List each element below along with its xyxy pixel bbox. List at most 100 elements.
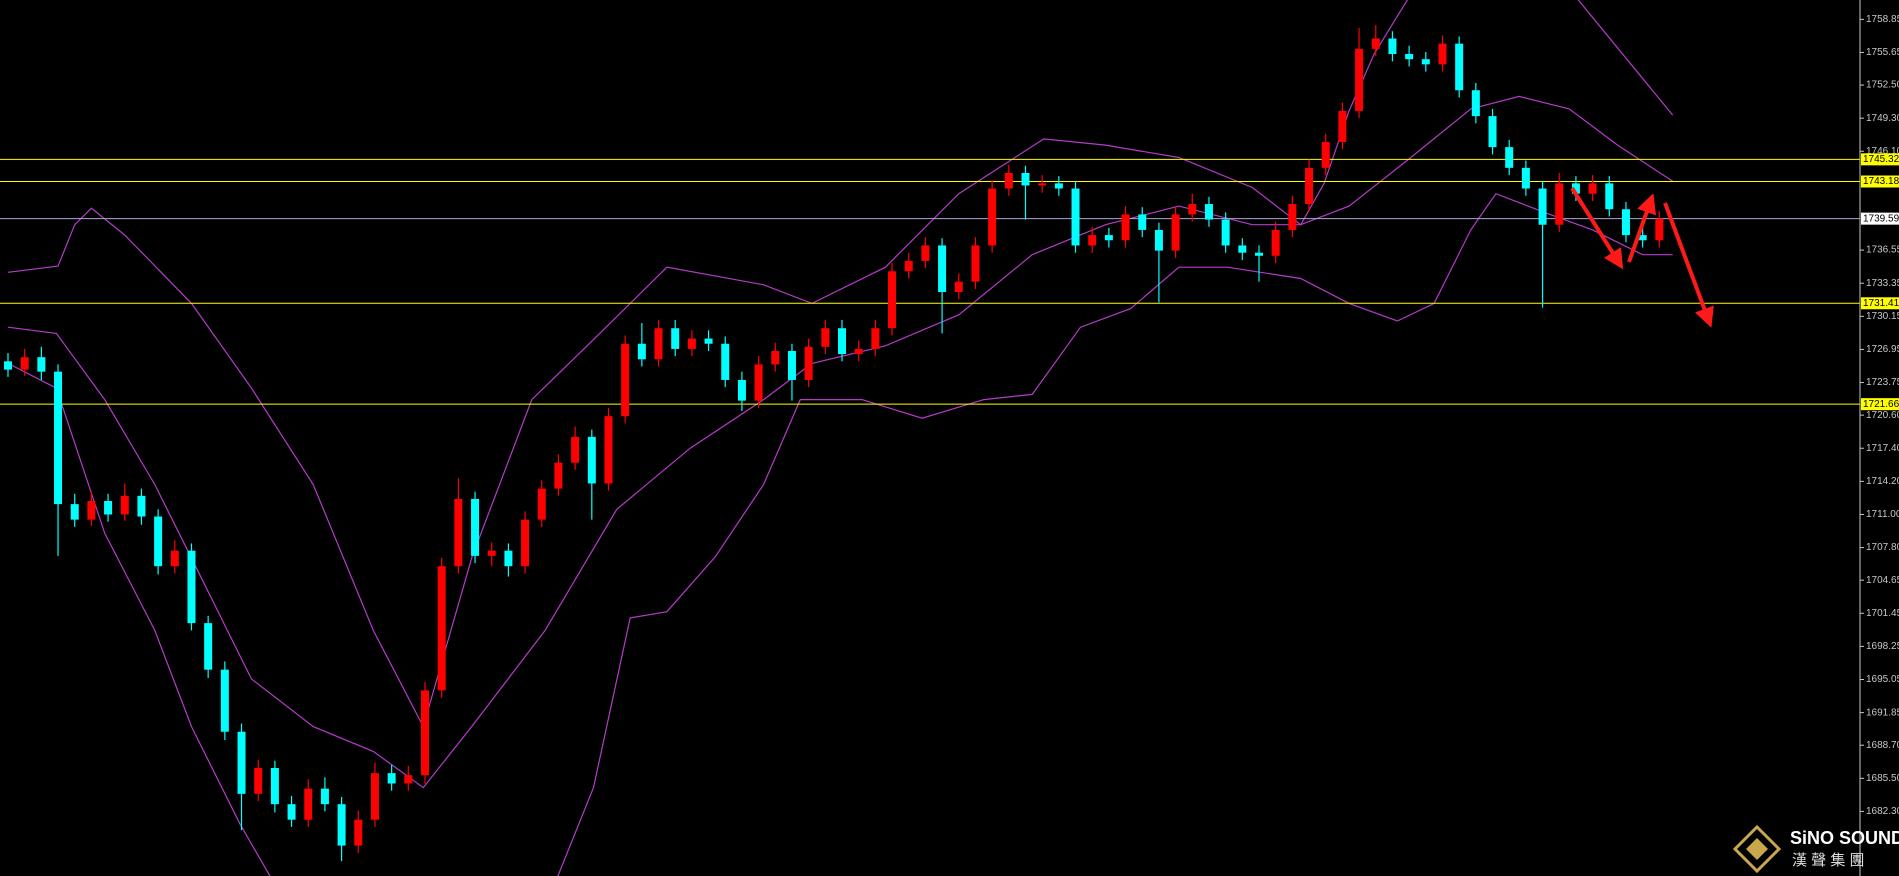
candle-body: [1405, 54, 1414, 60]
logo: SiNO SOUND 漢 聲 集 團: [1732, 824, 1899, 874]
candle-body: [237, 731, 246, 794]
candle-body: [1321, 141, 1330, 168]
candle-body: [170, 550, 179, 567]
y-tick-label: 1691.85: [1866, 707, 1899, 718]
candle-body: [737, 379, 746, 401]
candle-body: [904, 260, 913, 272]
candle-body: [421, 690, 429, 776]
candle-body: [187, 550, 196, 624]
candle-body: [1555, 183, 1564, 225]
y-tick-label: 1736.55: [1866, 245, 1899, 256]
candle-body: [1138, 214, 1147, 230]
candle-body: [1038, 183, 1047, 186]
candle-body: [487, 550, 496, 556]
price-label: 1721.66: [1863, 399, 1899, 410]
candle-body: [571, 436, 580, 463]
candle-body: [87, 501, 96, 520]
candle-body: [1021, 173, 1030, 186]
y-tick-label: 1726.95: [1866, 344, 1899, 355]
logo-icon: [1732, 824, 1782, 874]
candle-body: [337, 804, 346, 846]
candle-body: [354, 819, 363, 846]
candle-body: [1071, 188, 1080, 246]
candle-body: [320, 788, 329, 805]
y-tick-label: 1704.65: [1866, 575, 1899, 586]
y-tick-label: 1755.65: [1866, 47, 1899, 58]
candle-body: [804, 346, 813, 380]
candle-body: [137, 495, 146, 517]
price-label-box: [1861, 175, 1899, 188]
candle-body: [70, 504, 79, 520]
candle-body: [1171, 214, 1180, 251]
candle-body: [521, 519, 530, 567]
candle-body: [254, 767, 263, 794]
candle-body: [1588, 183, 1597, 194]
y-tick-label: 1758.85: [1866, 14, 1899, 25]
y-tick-label: 1717.40: [1866, 443, 1899, 454]
logo-text-cn: 漢 聲 集 團: [1792, 852, 1865, 869]
candle-body: [871, 328, 880, 349]
plot-area: [0, 0, 1860, 876]
candle-body: [587, 436, 596, 484]
candle-body: [4, 361, 12, 370]
candle-body: [1255, 252, 1263, 256]
candle-body: [838, 328, 846, 355]
candle-body: [1571, 183, 1580, 194]
candle-body: [1371, 38, 1380, 49]
candle-body: [671, 328, 680, 349]
candle-body: [1004, 173, 1013, 189]
candle-body: [1638, 235, 1647, 241]
y-tick-label: 1685.50: [1866, 773, 1899, 784]
y-tick-label: 1701.45: [1866, 608, 1899, 619]
candle-body: [404, 775, 413, 784]
candle-body: [1388, 38, 1397, 55]
candle-body: [721, 343, 730, 380]
candle-body: [454, 498, 463, 567]
candle-body: [1088, 235, 1097, 246]
candle-body: [387, 773, 396, 784]
candle-body: [437, 566, 446, 691]
candle-body: [604, 416, 613, 484]
candle-body: [704, 338, 713, 344]
candle-body: [20, 357, 29, 370]
candle-body: [1188, 204, 1197, 215]
y-tick-label: 1746.10: [1866, 146, 1899, 157]
price-label-box: [1861, 212, 1899, 225]
candle-body: [37, 357, 46, 372]
candle-body: [1104, 235, 1113, 241]
candle-body: [754, 364, 763, 401]
bollinger-band: [7, 192, 1673, 876]
candle-body: [1538, 188, 1547, 225]
y-tick-label: 1723.75: [1866, 377, 1899, 388]
price-label-box: [1861, 297, 1899, 310]
candle-body: [1655, 218, 1664, 241]
price-label-box: [1861, 398, 1899, 411]
y-tick-label: 1682.30: [1866, 806, 1899, 817]
bollinger-band: [7, 0, 1674, 729]
candle-body: [1154, 229, 1163, 251]
candle-body: [104, 501, 113, 515]
candle-body: [1238, 245, 1247, 253]
y-tick-label: 1720.60: [1866, 410, 1899, 421]
y-tick-label: 1707.80: [1866, 542, 1899, 553]
candle-body: [1121, 214, 1130, 241]
candle-body: [1505, 147, 1514, 168]
y-tick-label: 1711.00: [1866, 509, 1899, 520]
candle-body: [287, 804, 296, 820]
candle-body: [821, 328, 830, 347]
candle-body: [1621, 209, 1630, 236]
candle-body: [1488, 116, 1497, 148]
arrow: [1663, 202, 1714, 328]
candle-body: [988, 188, 997, 246]
candle-body: [554, 462, 563, 489]
y-axis-labels: 1758.85 1755.65 1752.50 1749.30 1746.10 1736.…: [1860, 14, 1899, 817]
candle-body: [938, 245, 947, 292]
candle-body: [621, 343, 630, 417]
candle-body: [1605, 183, 1614, 210]
y-tick-label: 1695.05: [1866, 674, 1899, 685]
candle-body: [304, 788, 313, 820]
price-label: 1743.18: [1863, 176, 1899, 187]
y-tick-label: 1733.35: [1866, 278, 1899, 289]
